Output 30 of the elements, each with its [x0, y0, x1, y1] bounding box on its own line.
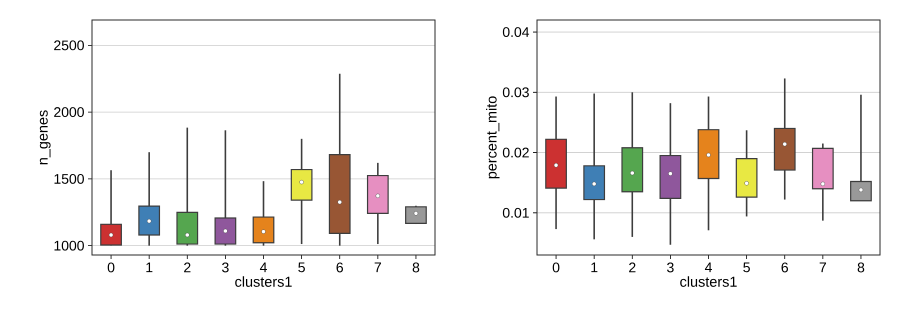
y-tick-label: 0.01 [502, 208, 529, 218]
x-tick-label: 4 [704, 262, 712, 272]
y-tick-label: 2500 [54, 40, 84, 50]
x-tick-label: 1 [146, 262, 152, 272]
y-tick-label: 2000 [54, 107, 84, 118]
y-tick-label: 0.02 [502, 148, 529, 158]
x-tick-label: 5 [743, 262, 750, 272]
x-tick-label: 7 [820, 262, 826, 272]
x-tick-label: 4 [260, 262, 267, 272]
x-tick-label: 2 [184, 262, 190, 272]
x-tick-label: 0 [108, 262, 114, 272]
y-axis-title: percent_mito [486, 96, 500, 178]
x-tick-label: 6 [336, 262, 343, 272]
y-axis-title: n_genes [40, 110, 51, 164]
x-tick-label: 8 [412, 262, 420, 272]
y-tick-label: 0.04 [502, 27, 530, 37]
y-tick-label: 1000 [54, 240, 84, 251]
x-tick-label: 6 [782, 262, 788, 272]
x-tick-label: 5 [298, 262, 305, 272]
x-tick-label: 2 [629, 262, 636, 272]
x-axis-title: clusters1 [680, 276, 737, 287]
x-axis-title: clusters1 [235, 276, 292, 287]
x-tick-label: 0 [552, 262, 560, 272]
y-tick-label: 0.03 [502, 87, 529, 98]
y-tick-label: 1500 [54, 174, 84, 184]
x-tick-label: 1 [591, 262, 598, 272]
x-tick-label: 3 [667, 262, 674, 272]
x-tick-label: 7 [374, 262, 382, 272]
x-tick-label: 8 [858, 262, 864, 272]
x-tick-label: 3 [222, 262, 229, 272]
